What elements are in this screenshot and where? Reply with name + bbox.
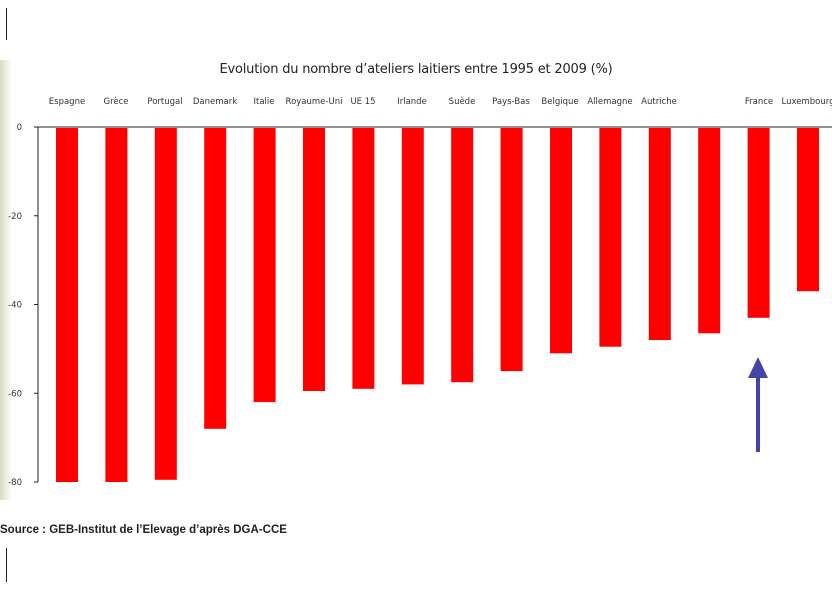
y-tick-label: 0 xyxy=(17,123,22,133)
category-label: Grèce xyxy=(103,96,128,107)
bar xyxy=(599,128,622,347)
bar xyxy=(500,128,523,372)
y-tick-label: -80 xyxy=(8,478,22,488)
bar xyxy=(797,128,819,292)
bar xyxy=(303,128,325,391)
y-axis: 0 -20 -40 -60 -80 xyxy=(8,123,832,488)
category-label: Danemark xyxy=(193,97,237,107)
y-tick-label: -40 xyxy=(8,301,22,311)
bar xyxy=(204,128,227,429)
bar xyxy=(56,128,78,482)
bar xyxy=(451,128,474,383)
bars xyxy=(56,128,819,482)
category-label: Irlande xyxy=(397,97,427,107)
chart-title: Evolution du nombre d’ateliers laitiers … xyxy=(219,62,613,77)
bar xyxy=(550,128,572,354)
y-tick-label: -20 xyxy=(8,212,22,222)
top-left-line xyxy=(6,8,7,40)
category-labels: Espagne Grèce Portugal Danemark Italie Royaum… xyxy=(49,96,832,107)
bar xyxy=(698,128,721,334)
category-label: Italie xyxy=(253,97,274,107)
category-label: Luxembourg xyxy=(782,97,832,107)
category-label: UE 15 xyxy=(350,97,375,107)
category-label: Pays-Bas xyxy=(492,97,530,107)
bottom-left-line xyxy=(6,548,7,582)
category-label: France xyxy=(745,97,773,107)
category-label: Suède xyxy=(449,96,476,107)
category-label: Portugal xyxy=(147,97,182,107)
left-decor-strip xyxy=(0,60,12,500)
source-note: Source : GEB-Institut de l’Elevage d’apr… xyxy=(0,524,287,536)
bar xyxy=(648,128,671,340)
bar xyxy=(401,128,424,385)
category-label: Belgique xyxy=(541,97,578,107)
y-tick-label: -60 xyxy=(8,389,22,399)
arrow-head xyxy=(748,357,768,378)
annotation-arrow xyxy=(748,357,768,452)
bar xyxy=(154,128,177,480)
category-label: Allemagne xyxy=(587,97,632,107)
bar xyxy=(352,128,375,389)
bar xyxy=(105,128,128,482)
category-label: Espagne xyxy=(49,97,85,107)
bar xyxy=(747,128,770,318)
category-label: Autriche xyxy=(641,97,677,107)
bar xyxy=(253,128,276,403)
category-label: Royaume-Uni xyxy=(286,97,343,107)
